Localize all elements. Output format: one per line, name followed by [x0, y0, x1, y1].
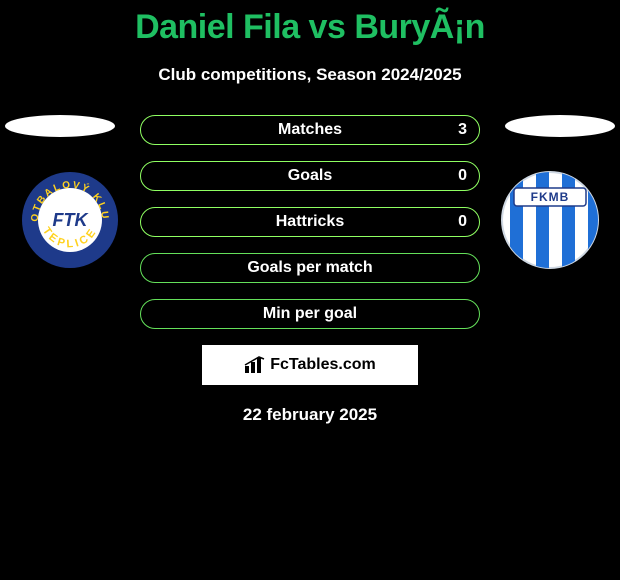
stat-row-goals-per-match: Goals per match [140, 253, 480, 283]
stat-row-goals: Goals 0 [140, 161, 480, 191]
club-badge-right: FKMB [500, 170, 600, 270]
page-title: Daniel Fila vs BuryÃ¡n [0, 8, 620, 47]
svg-text:FTK: FTK [53, 210, 90, 230]
club-badge-left: FOTBALOVÝ KLUB TEPLICE FTK [20, 170, 120, 270]
stat-value: 0 [458, 213, 467, 231]
player-shadow-right [505, 115, 615, 137]
page-subtitle: Club competitions, Season 2024/2025 [0, 65, 620, 85]
stat-label: Goals per match [247, 259, 372, 277]
stat-row-min-per-goal: Min per goal [140, 299, 480, 329]
brand-text: FcTables.com [270, 356, 376, 374]
stat-row-matches: Matches 3 [140, 115, 480, 145]
brand-box: FcTables.com [202, 345, 418, 385]
stats-list: Matches 3 Goals 0 Hattricks 0 Goals per … [140, 115, 480, 329]
stat-label: Min per goal [263, 305, 357, 323]
stat-row-hattricks: Hattricks 0 [140, 207, 480, 237]
stat-value: 3 [458, 121, 467, 139]
bar-chart-icon [244, 356, 266, 374]
svg-text:FKMB: FKMB [531, 190, 570, 204]
stat-label: Matches [278, 121, 342, 139]
main-row: FOTBALOVÝ KLUB TEPLICE FTK FKMB [0, 115, 620, 425]
infographic-container: Daniel Fila vs BuryÃ¡n Club competitions… [0, 0, 620, 425]
footer-date: 22 february 2025 [0, 405, 620, 425]
stat-label: Goals [288, 167, 332, 185]
player-shadow-left [5, 115, 115, 137]
stat-label: Hattricks [276, 213, 344, 231]
stat-value: 0 [458, 167, 467, 185]
